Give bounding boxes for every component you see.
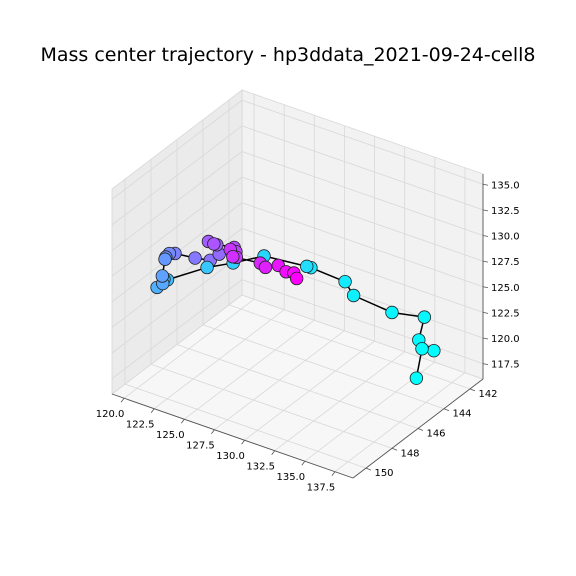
trajectory-point [338, 274, 352, 289]
z-tick-mark [482, 311, 489, 314]
y-tick-mark [391, 447, 398, 451]
trajectory-point [415, 342, 429, 356]
y-tick-label: 144 [452, 409, 471, 420]
z-tick-mark [482, 260, 489, 263]
x-tick-label: 122.5 [126, 420, 155, 431]
x-tick-label: 132.5 [246, 462, 275, 473]
y-tick-mark [417, 428, 424, 431]
grid-line-z-side [111, 279, 243, 379]
z-tick-label: 122.5 [491, 308, 520, 319]
trajectory-points [150, 234, 441, 385]
z-tick-label: 127.5 [491, 257, 520, 268]
z-tick-label: 132.5 [491, 206, 520, 217]
trajectory-point [289, 271, 304, 286]
x-tick-label: 125.0 [156, 430, 185, 441]
z-tick-label: 130.0 [491, 232, 520, 243]
x-tick-label: 127.5 [186, 441, 215, 452]
grid-line-y-floor [176, 344, 419, 429]
x-tick-label: 120.0 [96, 409, 125, 420]
x-tick-mark [271, 450, 275, 455]
x-tick-mark [301, 460, 306, 466]
tick-labels: 120.0122.5125.0127.5130.0132.5135.0137.5… [96, 180, 520, 493]
grid-line-z-side [111, 125, 243, 226]
grid-line-y-floor [150, 363, 393, 449]
grid-line-z-side [111, 99, 243, 200]
grid-line-z-back [241, 176, 484, 262]
x-tick-mark [211, 429, 215, 434]
chart-title: Mass center trajectory - hp3ddata_2021-0… [40, 44, 536, 66]
trajectory-point [417, 310, 432, 324]
z-tick-mark [482, 363, 489, 366]
grid-line-z-back [241, 99, 484, 185]
x-tick-mark [150, 408, 155, 413]
trajectory-point [346, 288, 361, 303]
grid-line-z-side [111, 176, 243, 277]
grid-line-z-back [241, 151, 484, 236]
y-tick-label: 148 [400, 448, 419, 459]
trajectory-point [188, 251, 202, 265]
grid-line-z-side [111, 253, 243, 354]
grid-line-z-back [241, 227, 484, 313]
trajectory-point [155, 269, 170, 283]
trajectory-point [207, 237, 221, 251]
x-tick-mark [120, 397, 125, 403]
trajectory-point [427, 343, 441, 358]
y-tick-label: 146 [426, 429, 445, 440]
x-tick-label: 135.0 [276, 472, 305, 483]
x-tick-label: 137.5 [307, 483, 336, 494]
z-tick-label: 125.0 [491, 283, 520, 294]
z-tick-mark [482, 337, 489, 340]
trajectory-point [385, 305, 399, 320]
y-tick-label: 150 [374, 468, 393, 479]
grid-lines [111, 94, 484, 473]
x-tick-mark [331, 471, 336, 476]
trajectory-point [300, 259, 314, 274]
grid-line-z-back [241, 202, 484, 288]
trajectory-point [226, 250, 240, 264]
trajectory-point [258, 260, 273, 275]
x-tick-mark [180, 418, 185, 424]
z-tick-label: 117.5 [491, 360, 520, 371]
y-tick-mark [365, 467, 372, 471]
y-tick-mark [469, 388, 476, 392]
trajectory-point [200, 260, 214, 275]
grid-line-z-side [111, 151, 243, 251]
x-tick-label: 130.0 [216, 451, 245, 462]
grid-line-z-back [241, 125, 484, 211]
trajectory-point [158, 252, 172, 266]
z-tick-mark [482, 209, 489, 212]
z-tick-mark [482, 183, 489, 186]
z-tick-label: 120.0 [491, 334, 520, 345]
x-axis-line [111, 393, 354, 479]
grid-line-z-back [241, 279, 484, 365]
grid-line-y-floor [228, 304, 471, 390]
z-tick-mark [482, 286, 489, 289]
grid-line-y-floor [124, 383, 367, 469]
x-tick-mark [241, 439, 245, 445]
trajectory-point [409, 371, 424, 385]
z-tick-mark [482, 235, 489, 237]
z-tick-label: 135.0 [491, 180, 520, 191]
y-tick-mark [443, 408, 450, 412]
grid-line-y-floor [202, 324, 445, 410]
y-tick-label: 142 [478, 389, 497, 400]
